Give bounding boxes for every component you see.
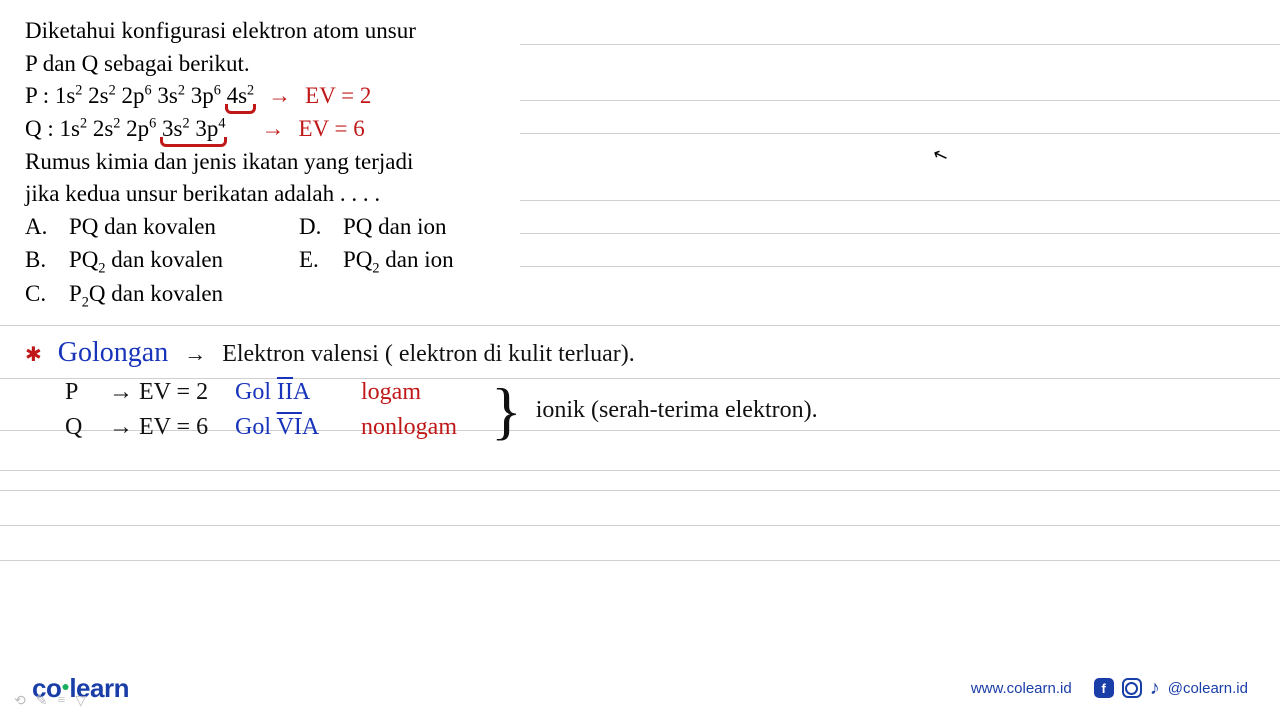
hw-p-gol: Gol IIA bbox=[235, 379, 345, 406]
config-p-label: P : bbox=[25, 83, 55, 108]
hw-q-ev: → EV = 6 bbox=[109, 414, 219, 441]
config-q-line: Q : 1s2 2s2 2p6 3s2 3p4 → EV = 6 bbox=[25, 113, 1255, 146]
footer-url[interactable]: www.colearn.id bbox=[971, 680, 1072, 697]
problem-text: Diketahui konfigurasi elektron atom unsu… bbox=[25, 15, 1255, 313]
arrow-icon: → bbox=[268, 80, 291, 113]
hw-p-ev: → EV = 2 bbox=[109, 379, 219, 406]
handwritten-solution: ✱ Golongan → Elektron valensi ( elektron… bbox=[25, 337, 1255, 441]
config-q-label: Q : bbox=[25, 116, 60, 141]
opt-c-label: C. bbox=[25, 278, 51, 313]
opt-c-text: P2Q dan kovalen bbox=[69, 278, 223, 313]
hw-p-sym: P bbox=[65, 379, 93, 406]
arrow-icon: → bbox=[261, 113, 284, 146]
opt-d-text: PQ dan ion bbox=[343, 211, 447, 244]
tool-icon[interactable]: ▽ bbox=[75, 693, 86, 710]
problem-line2: P dan Q sebagai berikut. bbox=[25, 48, 1255, 81]
hw-row-p: P → EV = 2 Gol IIA logam bbox=[65, 379, 481, 406]
problem-line3: Rumus kimia dan jenis ikatan yang terjad… bbox=[25, 146, 1255, 179]
option-row-2: B. PQ2 dan kovalen E. PQ2 dan ion bbox=[25, 244, 1255, 279]
hw-conclusion: ionik (serah-terima elektron). bbox=[536, 397, 818, 424]
logo-dot-icon: ● bbox=[61, 678, 69, 694]
annotation-p: EV = 2 bbox=[305, 80, 371, 113]
problem-line4: jika kedua unsur berikatan adalah . . . … bbox=[25, 178, 1255, 211]
opt-a-text: PQ dan kovalen bbox=[69, 211, 216, 244]
hw-q-gol: Gol VIA bbox=[235, 414, 345, 441]
config-p-line: P : 1s2 2s2 2p6 3s2 3p6 4s2 → EV = 2 bbox=[25, 80, 1255, 113]
opt-a-label: A. bbox=[25, 211, 51, 244]
opt-b-text: PQ2 dan kovalen bbox=[69, 244, 223, 279]
tiktok-icon[interactable]: ♪ bbox=[1150, 677, 1160, 700]
hw-p-type: logam bbox=[361, 379, 481, 406]
star-icon: ✱ bbox=[25, 342, 42, 367]
config-q: 1s2 2s2 2p6 3s2 3p4 bbox=[60, 116, 226, 141]
brace-icon: } bbox=[491, 385, 522, 436]
annotation-q: EV = 6 bbox=[298, 113, 364, 146]
opt-d-label: D. bbox=[299, 211, 325, 244]
hw-title-blue: Golongan bbox=[58, 337, 168, 369]
hw-row-q: Q → EV = 6 Gol VIA nonlogam bbox=[65, 414, 481, 441]
hw-q-sym: Q bbox=[65, 414, 93, 441]
opt-b-label: B. bbox=[25, 244, 51, 279]
toolbar-corner: ⟲ ✎ ≡ ▽ bbox=[14, 693, 86, 710]
tool-icon[interactable]: ≡ bbox=[57, 693, 65, 710]
hw-title-rest: Elektron valensi ( elektron di kulit ter… bbox=[222, 341, 635, 368]
tool-icon[interactable]: ✎ bbox=[36, 693, 48, 710]
facebook-icon[interactable]: f bbox=[1094, 678, 1114, 698]
hw-q-type: nonlogam bbox=[361, 414, 481, 441]
config-p: 1s2 2s2 2p6 3s2 3p6 4s2 bbox=[55, 83, 254, 108]
footer: co●learn www.colearn.id f ♪ @colearn.id bbox=[0, 656, 1280, 720]
tool-icon[interactable]: ⟲ bbox=[14, 693, 26, 710]
arrow-icon: → bbox=[184, 341, 206, 367]
opt-e-label: E. bbox=[299, 244, 325, 279]
option-row-1: A. PQ dan kovalen D. PQ dan ion bbox=[25, 211, 1255, 244]
social-icons: f ♪ @colearn.id bbox=[1094, 677, 1248, 700]
problem-line1: Diketahui konfigurasi elektron atom unsu… bbox=[25, 15, 1255, 48]
opt-e-text: PQ2 dan ion bbox=[343, 244, 454, 279]
instagram-icon[interactable] bbox=[1122, 678, 1142, 698]
footer-handle: @colearn.id bbox=[1168, 680, 1248, 697]
option-row-3: C. P2Q dan kovalen bbox=[25, 278, 1255, 313]
